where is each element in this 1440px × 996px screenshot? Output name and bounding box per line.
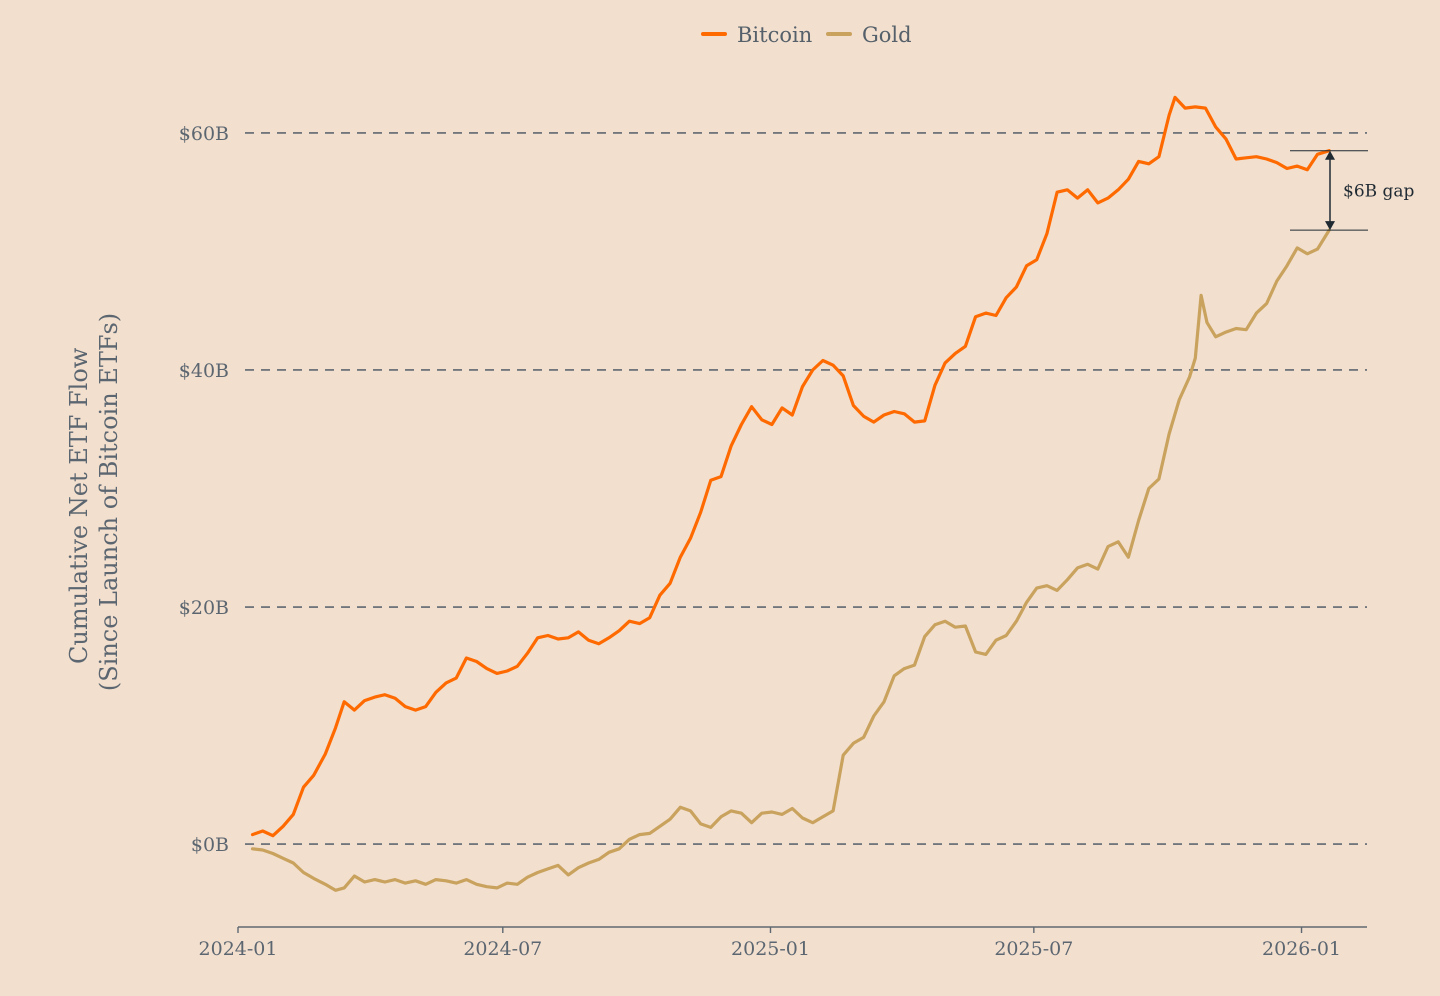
y-tick-label: $40B (179, 360, 229, 382)
x-tick-label: 2025-01 (731, 938, 810, 960)
gold-series-line (250, 228, 1331, 892)
y-tick-label: $20B (179, 597, 229, 619)
y-tick-label: $60B (179, 123, 229, 145)
legend: Bitcoin Gold (701, 23, 912, 47)
gap-annotation: $6B gap (1290, 150, 1415, 231)
x-tick-label: 2024-07 (463, 938, 542, 960)
series-lines (250, 95, 1331, 892)
gap-arrow-head-up (1325, 150, 1335, 160)
x-tick-label: 2026-01 (1262, 938, 1341, 960)
gridlines (245, 132, 1367, 845)
x-axis: 2024-01 2024-07 2025-01 2025-07 2026-01 (199, 926, 1367, 960)
x-tick-label: 2024-01 (199, 938, 278, 960)
gap-arrow-head-down (1325, 221, 1335, 231)
y-axis-title: Cumulative Net ETF Flow (Since Launch of… (65, 313, 123, 691)
legend-label-gold: Gold (862, 23, 912, 47)
y-axis-title-line-1: Cumulative Net ETF Flow (65, 347, 93, 664)
y-axis-title-line-2: (Since Launch of Bitcoin ETFs) (95, 313, 123, 691)
x-tick-label: 2025-07 (994, 938, 1073, 960)
gap-label: $6B gap (1343, 181, 1415, 201)
legend-label-bitcoin: Bitcoin (737, 23, 812, 47)
y-tick-label: $0B (191, 834, 229, 856)
y-axis-ticks: $0B $20B $40B $60B (179, 123, 229, 856)
bitcoin-series-line (250, 95, 1331, 838)
